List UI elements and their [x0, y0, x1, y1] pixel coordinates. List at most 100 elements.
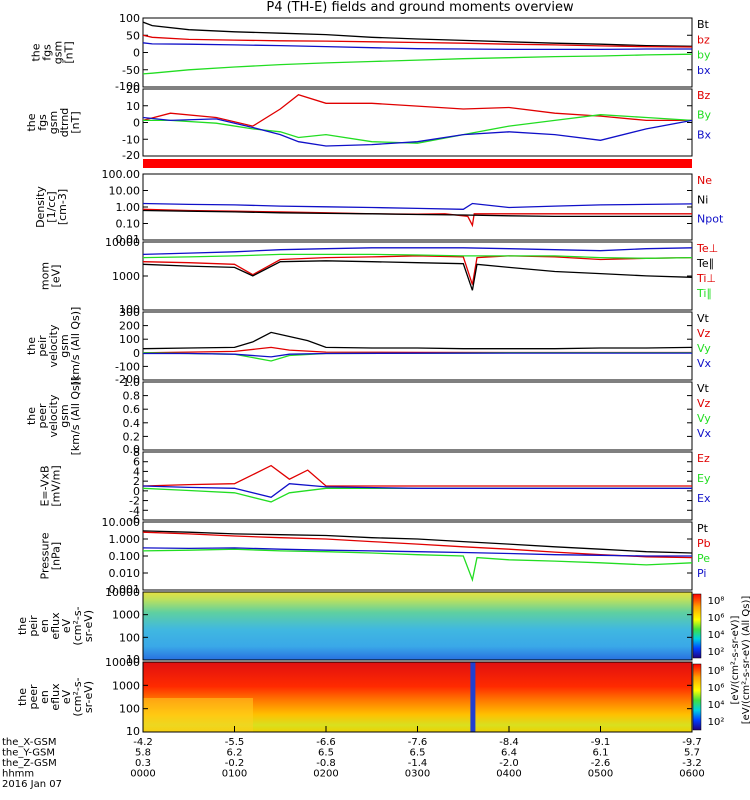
legend-entry: Bx [697, 128, 712, 141]
y-axis-label: sr-eV) [82, 681, 95, 713]
y-axis-label: peir [36, 335, 49, 357]
legend-entry: Pt [697, 522, 709, 535]
ephemeris-value: 5.8 [135, 748, 151, 759]
y-axis-label: mom [39, 262, 52, 290]
ephemeris-value: -6.6 [316, 737, 336, 748]
panel-frame-0 [142, 17, 693, 88]
series-Ti⊥ [142, 247, 693, 256]
ephemeris-value: 6.5 [318, 748, 334, 759]
colorbar-tick: 10⁶ [708, 683, 725, 694]
y-axis-label: (cm²-s- [71, 677, 84, 716]
legend-entry: Ey [697, 472, 711, 485]
ephemeris-value: -4.2 [133, 737, 153, 748]
y-axis-label: the [16, 688, 29, 706]
ephemeris-label: the_X-GSM [2, 737, 56, 748]
ephemeris-value: -2.6 [591, 758, 611, 769]
series-Ex [142, 483, 692, 499]
ephemeris-value: -2.0 [499, 758, 519, 769]
ephemeris-value: 0200 [313, 769, 338, 780]
ephemeris-value: 0000 [130, 769, 155, 780]
y-tick-label: -50 [122, 64, 140, 77]
y-tick-label: 0 [133, 485, 140, 498]
y-axis-label: peer [27, 684, 40, 710]
y-tick-label: -200 [115, 373, 140, 386]
legend-entry: By [697, 109, 712, 122]
colorbar-tick: 10² [708, 647, 725, 658]
legend-entry: Ni [697, 193, 708, 206]
ephemeris-value: 6.1 [593, 748, 609, 759]
ephemeris-value: -9.7 [682, 737, 702, 748]
y-axis-label: gsm [58, 334, 71, 357]
legend-entry: Ti⊥ [696, 272, 716, 285]
y-tick-label: 300 [119, 306, 140, 319]
y-tick-label: 50 [126, 29, 140, 42]
legend-entry: Vx [697, 357, 712, 370]
legend-entry: Pi [697, 567, 706, 580]
panel-frame-5 [142, 381, 693, 451]
series-Pe [142, 548, 693, 583]
series-Vt [142, 331, 693, 350]
y-axis-label: dtrnd [58, 108, 71, 138]
colorbar-units: [eV/(cm²-s-sr-eV)] [730, 615, 741, 704]
y-axis-label: the [25, 407, 38, 425]
series-Pt [142, 530, 693, 554]
legend-entry: bx [697, 64, 711, 77]
y-tick-label: 100 [119, 703, 140, 716]
y-tick-label: 1000 [112, 270, 140, 283]
series-Ey [142, 487, 692, 503]
y-tick-label: -100 [115, 360, 140, 373]
series-Te⊥ [142, 255, 693, 285]
y-axis-label: peir [27, 615, 40, 637]
y-tick-label: 10000 [105, 236, 140, 249]
y-tick-label: 100 [119, 12, 140, 25]
y-tick-label: 0.0 [123, 443, 141, 456]
y-tick-label: 100 [119, 303, 140, 316]
legend-entry: by [697, 49, 711, 62]
ephemeris-value: -3.2 [682, 758, 702, 769]
legend-entry: Ne [697, 174, 712, 187]
legend-entry: Bt [697, 18, 710, 31]
ephemeris-value: -8.4 [499, 737, 519, 748]
legend-entry: Vy [697, 412, 711, 425]
ephemeris-value: -5.5 [225, 737, 245, 748]
colorbar [692, 663, 702, 731]
y-tick-label: -100 [115, 80, 140, 93]
colorbar-tick: 10² [708, 717, 725, 728]
y-axis-label: the [25, 337, 38, 355]
y-axis-label: [mV/m] [50, 465, 63, 506]
colorbar [692, 593, 702, 659]
y-tick-label: 0.2 [123, 430, 141, 443]
y-axis-label: eV [60, 618, 73, 633]
ephemeris-value: -7.6 [408, 737, 428, 748]
y-tick-label: 10.00 [109, 185, 141, 198]
ephemeris-value: 0500 [588, 769, 613, 780]
y-tick-label: 100 [119, 631, 140, 644]
y-tick-label: 2 [133, 475, 140, 488]
y-axis-label: [nT] [69, 111, 82, 133]
ephemeris-label: hhmm [2, 769, 34, 780]
y-tick-label: 10 [126, 100, 140, 113]
ephemeris-value: 0100 [222, 769, 247, 780]
y-axis-label: velocity [47, 324, 60, 367]
series-Bt [142, 21, 693, 47]
ephemeris-value: -0.2 [225, 758, 245, 769]
series-by [142, 53, 693, 75]
colorbar-tick: 10⁸ [708, 596, 725, 607]
ephemeris-label: the_Y-GSM [2, 748, 55, 759]
ephemeris-value: -0.8 [316, 758, 336, 769]
y-axis-label: [nT] [63, 41, 76, 63]
colorbar-tick: 10⁴ [708, 630, 725, 641]
ephemeris-value: 0.3 [135, 758, 151, 769]
y-axis-label: Density [34, 186, 47, 228]
colorbar-tick: 10⁴ [708, 700, 725, 711]
y-tick-label: 10000 [105, 656, 140, 669]
y-axis-label: the [30, 43, 43, 61]
series-bx [142, 42, 692, 51]
y-axis-label: [eV] [50, 265, 63, 288]
y-axis-label: [km/s (All Qs)] [69, 377, 82, 456]
series-Te∥ [142, 260, 693, 291]
colorbar-units: [eV/(cm²-s-sr-eV) (All Qs)] [741, 596, 750, 725]
y-tick-label: 200 [119, 320, 140, 333]
series-Bx [142, 116, 693, 147]
